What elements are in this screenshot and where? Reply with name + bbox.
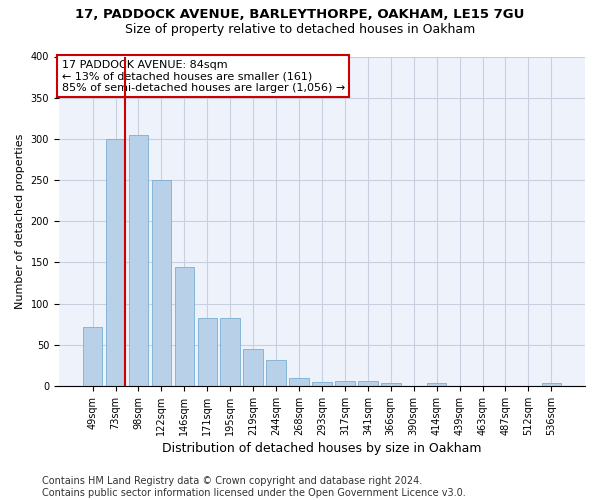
Bar <box>244 349 263 386</box>
Text: Contains HM Land Registry data © Crown copyright and database right 2024.
Contai: Contains HM Land Registry data © Crown c… <box>42 476 466 498</box>
Bar <box>312 382 332 386</box>
Y-axis label: Number of detached properties: Number of detached properties <box>15 134 25 309</box>
Text: 17, PADDOCK AVENUE, BARLEYTHORPE, OAKHAM, LE15 7GU: 17, PADDOCK AVENUE, BARLEYTHORPE, OAKHAM… <box>76 8 524 20</box>
Bar <box>542 384 561 386</box>
Bar <box>175 266 194 386</box>
X-axis label: Distribution of detached houses by size in Oakham: Distribution of detached houses by size … <box>162 442 482 455</box>
Bar <box>197 318 217 386</box>
Text: Size of property relative to detached houses in Oakham: Size of property relative to detached ho… <box>125 22 475 36</box>
Bar <box>106 139 125 386</box>
Bar <box>381 384 401 386</box>
Bar <box>220 318 240 386</box>
Bar <box>152 180 171 386</box>
Bar <box>335 381 355 386</box>
Bar <box>128 134 148 386</box>
Bar <box>427 382 446 386</box>
Bar <box>266 360 286 386</box>
Bar <box>289 378 309 386</box>
Bar <box>83 326 103 386</box>
Text: 17 PADDOCK AVENUE: 84sqm
← 13% of detached houses are smaller (161)
85% of semi-: 17 PADDOCK AVENUE: 84sqm ← 13% of detach… <box>62 60 345 93</box>
Bar <box>358 381 377 386</box>
